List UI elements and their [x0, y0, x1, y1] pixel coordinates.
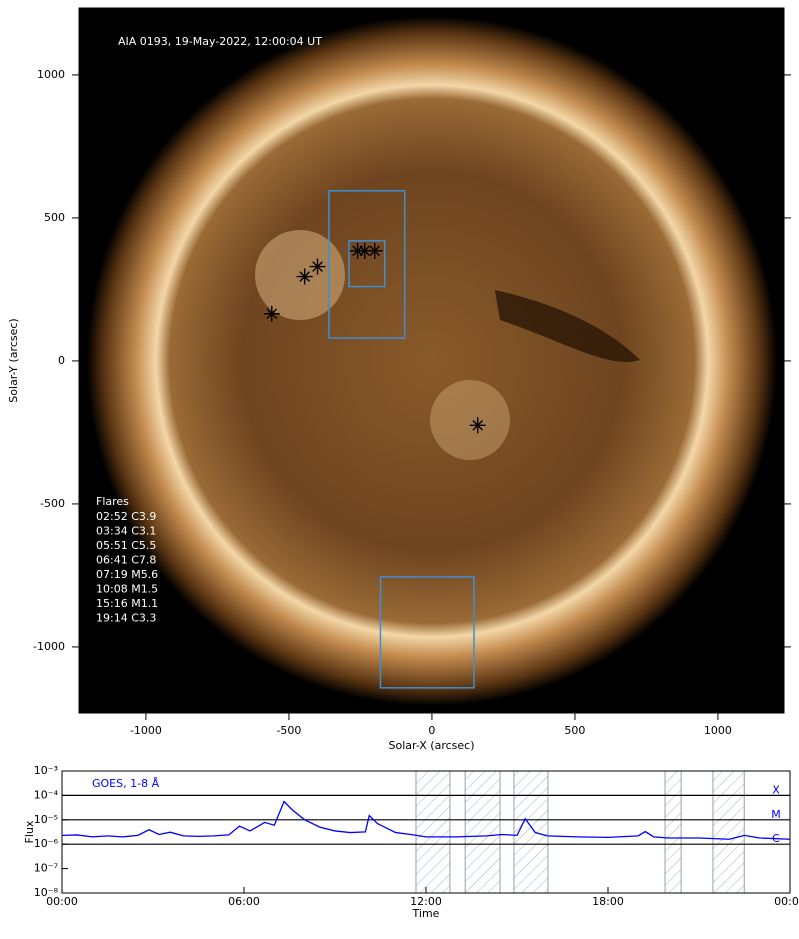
hatched-span: [513, 770, 549, 894]
flare-entry: 06:41 C7.8: [96, 554, 156, 567]
sun-disk: [87, 16, 777, 706]
hatched-span: [415, 770, 451, 894]
y-tick-label: 10⁻⁴: [34, 788, 59, 801]
flare-marker: [296, 268, 313, 285]
y-tick-label: 10⁻⁵: [34, 813, 58, 826]
y-axis-label: Solar-Y (arcsec): [7, 318, 20, 402]
chart-title: GOES, 1-8 Å: [92, 777, 160, 790]
y-tick-label: 10⁻⁷: [34, 862, 58, 875]
x-tick-label: 00:00: [46, 895, 78, 908]
flux-line: [61, 800, 791, 840]
x-tick-label: 00:00: [774, 895, 799, 908]
y-tick-label: 10⁻³: [34, 764, 58, 777]
y-tick-label: 500: [44, 211, 65, 224]
flare-marker: [309, 258, 326, 275]
flare-entry: 02:52 C3.9: [96, 510, 156, 523]
active-region: [255, 230, 345, 320]
y-tick-label: 1000: [37, 68, 65, 81]
flare-entry: 19:14 C3.3: [96, 612, 156, 625]
active-region: [430, 380, 510, 460]
flare-entry: 05:51 C5.5: [96, 539, 156, 552]
x-tick-label: 1000: [704, 724, 732, 737]
x-tick-label: 0: [428, 724, 435, 737]
x-tick-label: 06:00: [228, 895, 260, 908]
x-tick-label: -1000: [130, 724, 162, 737]
region-box: [328, 190, 406, 339]
y-tick-label: 10⁻⁶: [34, 837, 59, 850]
flare-marker: [366, 242, 383, 259]
y-tick-label: 0: [58, 354, 65, 367]
flare-entry: 03:34 C3.1: [96, 525, 156, 538]
hatched-span: [664, 770, 682, 894]
sun-image: [87, 16, 777, 706]
x-tick-label: -500: [276, 724, 301, 737]
x-axis-label: Time: [412, 907, 440, 920]
flare-marker: [263, 305, 280, 322]
y-tick-label: -500: [40, 497, 65, 510]
flare-entry: 15:16 M1.1: [96, 597, 158, 610]
y-axis-label: Flux: [23, 820, 36, 843]
hatched-span: [464, 770, 501, 894]
class-label: M: [771, 808, 781, 821]
x-tick-label: 18:00: [592, 895, 624, 908]
flare-marker: [469, 417, 486, 434]
x-tick-label: 12:00: [410, 895, 442, 908]
flares-title: Flares: [96, 495, 129, 508]
flare-entry: 10:08 M1.5: [96, 583, 158, 596]
y-tick-label: 10⁻⁸: [34, 886, 59, 899]
class-label: X: [772, 783, 780, 796]
region-box: [379, 576, 475, 689]
annotation: AIA 0193, 19-May-2022, 12:00:04 UT: [118, 35, 322, 48]
coronal-hole: [495, 290, 640, 362]
hatched-span: [712, 770, 745, 894]
region-box: [348, 240, 386, 288]
y-tick-label: -1000: [33, 640, 65, 653]
flare-marker: [356, 242, 373, 259]
x-tick-label: 500: [564, 724, 585, 737]
flare-entry: 07:19 M5.6: [96, 568, 158, 581]
solar-panel: -1000 -500 0 500 1000 -1000 -500 0 500 1000 Solar-…: [7, 7, 791, 752]
x-axis-label: Solar-X (arcsec): [389, 739, 475, 752]
